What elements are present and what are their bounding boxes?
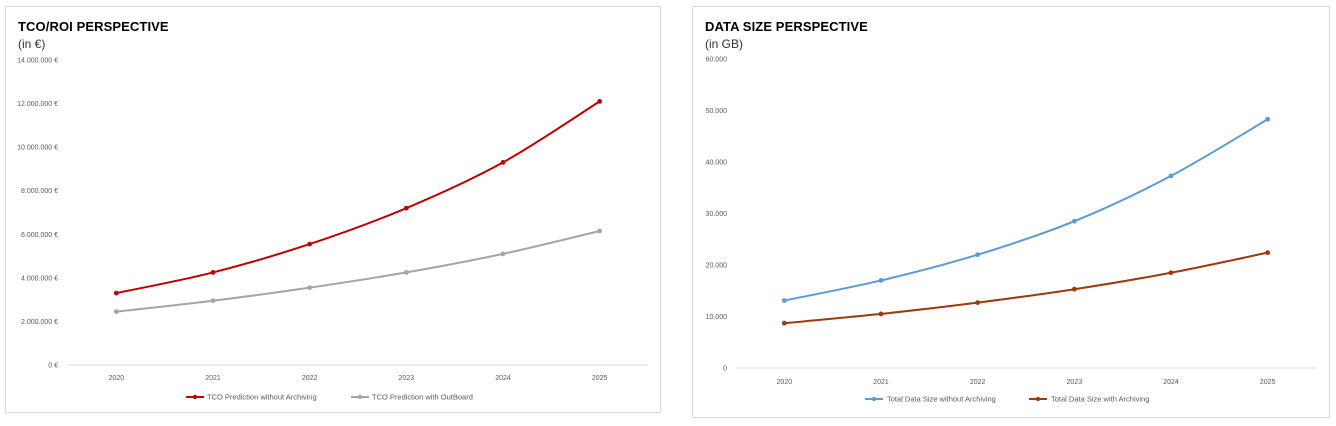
x-tick-label: 2022 <box>302 375 318 382</box>
data-point <box>1168 173 1174 179</box>
data-point <box>1168 270 1174 276</box>
data-point <box>500 159 506 165</box>
data-size-chart-panel: DATA SIZE PERSPECTIVE (in GB) 0 10.000 20.… <box>692 6 1330 418</box>
data-point <box>403 270 409 275</box>
x-tick-label: 2025 <box>592 375 608 382</box>
chart-subtitle: (in €) <box>18 37 46 51</box>
data-point <box>597 228 603 234</box>
data-point <box>1071 218 1077 224</box>
tco-chart-plot: 0 € 2.000.000 € 4.000.000 € 6.000.000 € 8.00… <box>17 58 648 402</box>
x-tick-label: 2023 <box>1067 379 1083 386</box>
y-tick-label: 4.000.000 € <box>21 275 58 282</box>
legend-label: TCO Prediction without Archiving <box>207 393 317 402</box>
legend-marker <box>192 394 198 400</box>
legend-marker <box>1035 396 1041 402</box>
series-line <box>784 251 1268 325</box>
data-size-chart-plot: 0 10.000 20.000 30.000 40.000 50.000 60.000 202… <box>706 57 1316 404</box>
chart-title: DATA SIZE PERSPECTIVE <box>705 19 868 34</box>
chart-subtitle: (in GB) <box>705 37 744 51</box>
y-tick-label: 0 € <box>48 363 58 370</box>
legend-label: Total Data Size with Archiving <box>1051 395 1149 404</box>
data-point <box>1265 250 1271 256</box>
data-point <box>500 251 506 257</box>
data-point <box>113 290 119 296</box>
data-point <box>878 278 884 283</box>
y-tick-label: 2.000.000 € <box>21 319 58 326</box>
data-point <box>597 98 603 104</box>
y-tick-label: 60.000 <box>706 57 728 64</box>
y-tick-label: 10.000 <box>706 314 728 321</box>
data-point <box>975 252 981 258</box>
y-tick-label: 0 <box>723 366 727 373</box>
data-point <box>210 270 216 275</box>
x-tick-label: 2024 <box>495 375 511 382</box>
data-point <box>975 300 981 305</box>
tco-chart-panel: TCO/ROI PERSPECTIVE (in €) 0 € 2.000.000 … <box>5 6 661 413</box>
y-tick-label: 10.000.000 € <box>17 145 58 152</box>
y-tick-label: 14.000.000 € <box>17 58 58 65</box>
series-line <box>784 118 1269 302</box>
y-tick-label: 8.000.000 € <box>21 188 58 195</box>
data-point <box>1265 116 1271 122</box>
legend-marker <box>871 396 877 402</box>
chart-title: TCO/ROI PERSPECTIVE <box>18 19 169 34</box>
y-tick-label: 20.000 <box>706 263 728 270</box>
x-tick-label: 2024 <box>1163 379 1179 386</box>
legend-marker <box>357 394 363 400</box>
y-tick-label: 40.000 <box>706 160 728 167</box>
y-tick-label: 6.000.000 € <box>21 232 58 239</box>
legend-label: Total Data Size without Archiving <box>887 395 996 404</box>
x-tick-label: 2020 <box>777 379 793 386</box>
data-point <box>307 285 313 291</box>
x-tick-label: 2020 <box>109 375 125 382</box>
data-point <box>210 298 216 304</box>
x-tick-label: 2025 <box>1260 379 1276 386</box>
x-tick-label: 2023 <box>399 375 415 382</box>
data-point <box>781 320 787 326</box>
y-tick-label: 30.000 <box>706 211 728 218</box>
data-point <box>403 205 409 211</box>
x-tick-label: 2021 <box>873 379 889 386</box>
y-tick-label: 50.000 <box>706 108 728 115</box>
series-line <box>116 230 600 313</box>
series-line <box>116 100 601 295</box>
x-tick-label: 2021 <box>205 375 221 382</box>
y-tick-label: 12.000.000 € <box>17 101 58 108</box>
data-point <box>1071 286 1077 292</box>
data-point <box>878 311 884 317</box>
data-point <box>307 241 313 247</box>
data-point <box>781 298 787 303</box>
x-tick-label: 2022 <box>970 379 986 386</box>
legend-label: TCO Prediction with OutBoard <box>372 393 473 402</box>
data-point <box>113 309 119 315</box>
